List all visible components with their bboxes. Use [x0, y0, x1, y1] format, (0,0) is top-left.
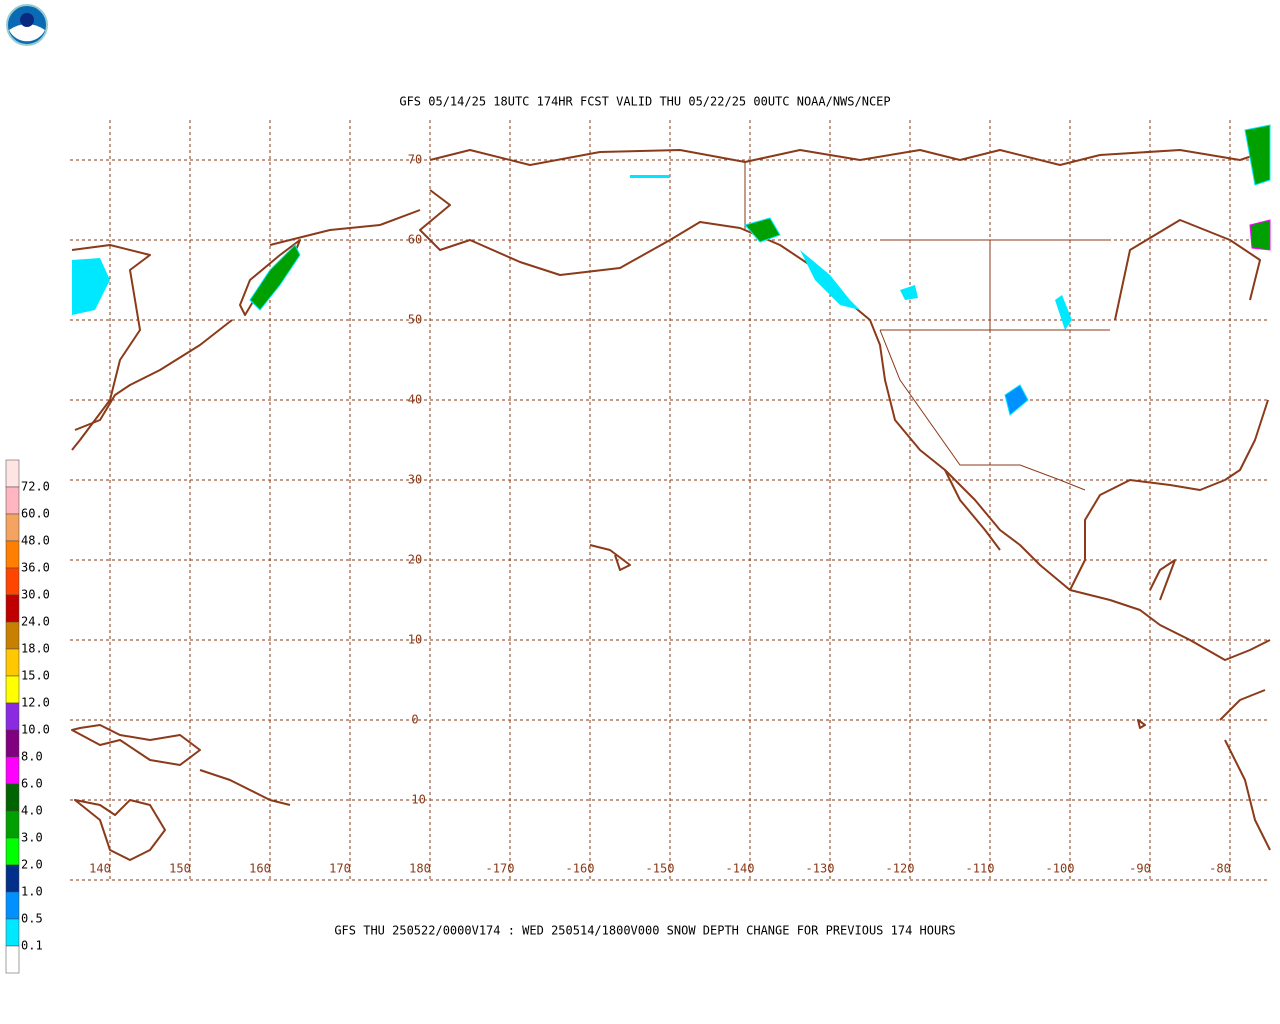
- map-caption: GFS THU 250522/0000V174 : WED 250514/180…: [334, 924, 955, 938]
- noaa-logo: [6, 4, 48, 46]
- colorbar-label: 4.0: [21, 804, 43, 818]
- colorbar-label: 72.0: [21, 480, 50, 494]
- colorbar-label: 0.1: [21, 939, 43, 953]
- colorbar-swatch: [5, 513, 20, 542]
- colorbar-label: 15.0: [21, 669, 50, 683]
- colorbar: 72.0 60.0 48.0 36.0 30.0 24.0 18.0 15.0 12.0 10.0…: [5, 459, 50, 974]
- lon-label: -160: [566, 862, 595, 876]
- lon-label: -150: [646, 862, 675, 876]
- lon-label: -90: [1129, 862, 1151, 876]
- lat-label: 50: [408, 313, 422, 327]
- colorbar-swatch: [5, 837, 20, 866]
- lon-label: 140: [89, 862, 111, 876]
- lat-label: 10: [408, 633, 422, 647]
- colorbar-swatch: [5, 864, 20, 893]
- lat-label: 20: [408, 553, 422, 567]
- colorbar-swatch: [5, 459, 20, 488]
- colorbar-label: 3.0: [21, 831, 43, 845]
- colorbar-label: 6.0: [21, 777, 43, 791]
- colorbar-swatch: [5, 648, 20, 677]
- lat-label: 40: [408, 393, 422, 407]
- colorbar-swatch: [5, 567, 20, 596]
- map-title: GFS 05/14/25 18UTC 174HR FCST VALID THU …: [399, 95, 890, 109]
- lon-label: -140: [726, 862, 755, 876]
- graticule: [70, 120, 1270, 881]
- snow-patches: [72, 124, 1271, 416]
- colorbar-label: 10.0: [21, 723, 50, 737]
- colorbar-swatch: [5, 945, 20, 974]
- lon-label: -130: [806, 862, 835, 876]
- lat-label: -10: [404, 793, 426, 807]
- lon-label: 150: [169, 862, 191, 876]
- lat-label: 0: [411, 713, 418, 727]
- colorbar-label: 60.0: [21, 507, 50, 521]
- colorbar-swatch: [5, 675, 20, 704]
- colorbar-swatch: [5, 810, 20, 839]
- colorbar-label: 12.0: [21, 696, 50, 710]
- lat-label: 30: [408, 473, 422, 487]
- lon-label: -120: [886, 862, 915, 876]
- lon-label: 170: [329, 862, 351, 876]
- lon-label: -80: [1209, 862, 1231, 876]
- lon-label: -100: [1046, 862, 1075, 876]
- colorbar-label: 0.5: [21, 912, 43, 926]
- colorbar-label: 24.0: [21, 615, 50, 629]
- colorbar-swatch: [5, 918, 20, 947]
- colorbar-swatch: [5, 621, 20, 650]
- axis-labels: 70 60 50 40 30 20 10 0 -10 140 150 160 170 180 -170 -16…: [89, 153, 1231, 876]
- lon-label: -170: [486, 862, 515, 876]
- colorbar-swatch: [5, 891, 20, 920]
- colorbar-swatch: [5, 540, 20, 569]
- colorbar-label: 30.0: [21, 588, 50, 602]
- lon-label: 160: [249, 862, 271, 876]
- lat-label: 60: [408, 233, 422, 247]
- colorbar-label: 36.0: [21, 561, 50, 575]
- lon-label: 180: [409, 862, 431, 876]
- colorbar-swatch: [5, 783, 20, 812]
- colorbar-label: 48.0: [21, 534, 50, 548]
- colorbar-swatch: [5, 756, 20, 785]
- lon-label: -110: [966, 862, 995, 876]
- colorbar-label: 2.0: [21, 858, 43, 872]
- lat-label: 70: [408, 153, 422, 167]
- colorbar-swatch: [5, 702, 20, 731]
- colorbar-swatch: [5, 486, 20, 515]
- colorbar-label: 18.0: [21, 642, 50, 656]
- colorbar-swatch: [5, 594, 20, 623]
- colorbar-label: 8.0: [21, 750, 43, 764]
- coastlines: [71, 149, 1271, 861]
- colorbar-label: 1.0: [21, 885, 43, 899]
- colorbar-swatch: [5, 729, 20, 758]
